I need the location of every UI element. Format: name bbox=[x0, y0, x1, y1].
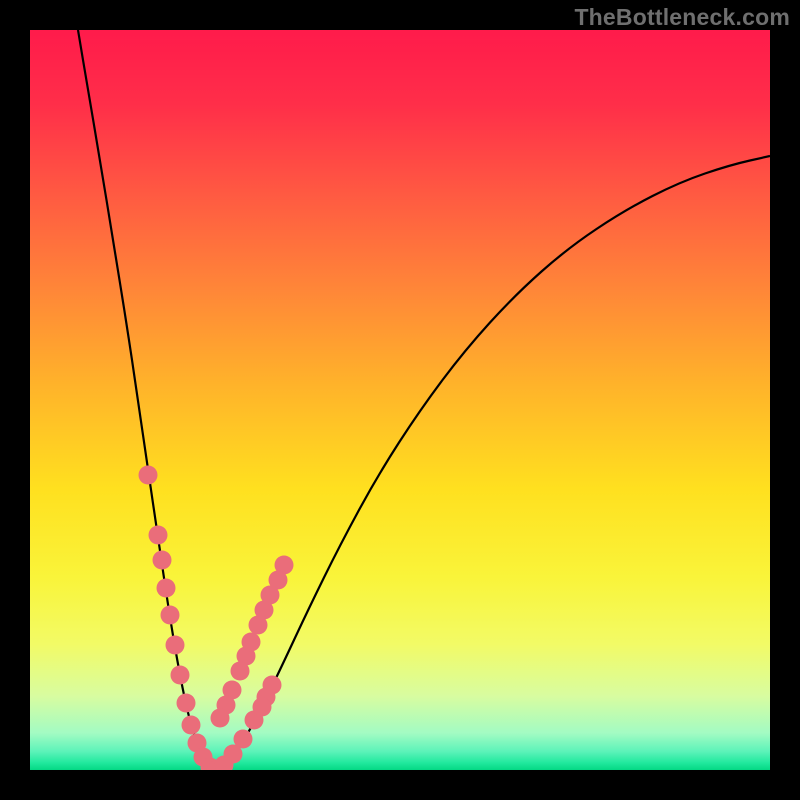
chart-svg bbox=[30, 30, 770, 770]
data-marker bbox=[253, 698, 272, 717]
data-marker bbox=[166, 636, 185, 655]
data-marker bbox=[139, 466, 158, 485]
data-marker bbox=[242, 633, 261, 652]
plot-area bbox=[30, 30, 770, 770]
data-marker bbox=[177, 694, 196, 713]
data-marker bbox=[149, 526, 168, 545]
data-marker bbox=[171, 666, 190, 685]
data-marker bbox=[263, 676, 282, 695]
chart-frame: TheBottleneck.com bbox=[0, 0, 800, 800]
data-marker bbox=[269, 571, 288, 590]
data-marker bbox=[211, 709, 230, 728]
data-marker bbox=[161, 606, 180, 625]
watermark-text: TheBottleneck.com bbox=[574, 4, 790, 31]
gradient-background bbox=[30, 30, 770, 770]
data-marker bbox=[182, 716, 201, 735]
data-marker bbox=[157, 579, 176, 598]
data-marker bbox=[153, 551, 172, 570]
data-marker bbox=[231, 662, 250, 681]
data-marker bbox=[234, 730, 253, 749]
